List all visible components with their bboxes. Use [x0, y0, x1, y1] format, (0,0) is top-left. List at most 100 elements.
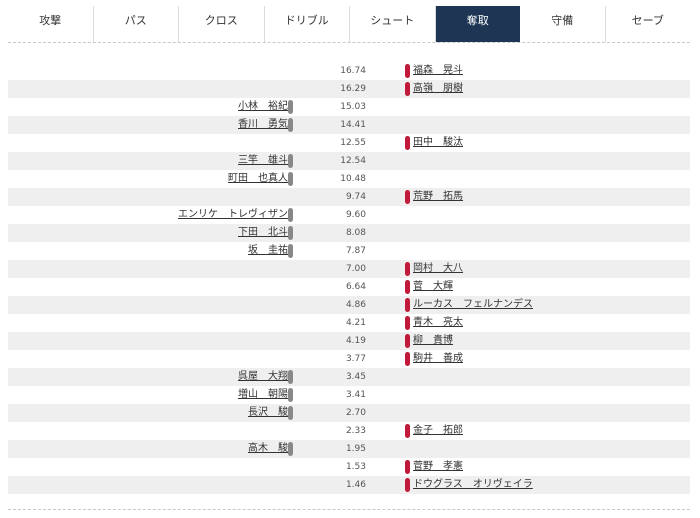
stat-value: 3.41: [345, 390, 366, 400]
player-link-right[interactable]: 駒井 善成: [413, 353, 463, 364]
stat-value: 7.87: [345, 246, 366, 256]
stat-value: 6.64: [345, 282, 366, 292]
team-bar-right: [405, 298, 410, 312]
stat-value: 10.48: [340, 174, 366, 184]
team-bar-left: [288, 226, 293, 240]
player-link-left[interactable]: 増山 朝陽: [238, 389, 288, 400]
table-row: 16.74 福森 晃斗: [8, 62, 690, 80]
stat-value: 1.53: [345, 462, 366, 472]
table-row: 12.55 田中 駿汰: [8, 134, 690, 152]
stat-value: 12.54: [340, 156, 366, 166]
team-bar-right: [405, 262, 410, 276]
player-link-right[interactable]: 青木 亮太: [413, 317, 463, 328]
table-row: 6.64 菅 大輝: [8, 278, 690, 296]
player-link-right[interactable]: 柳 貴博: [413, 335, 453, 346]
team-bar-right: [405, 280, 410, 294]
tab-shoot[interactable]: シュート: [350, 6, 436, 42]
player-link-left[interactable]: 下田 北斗: [238, 227, 288, 238]
stat-value: 15.03: [340, 102, 366, 112]
stat-value: 1.95: [345, 444, 366, 454]
stat-value: 14.41: [340, 120, 366, 130]
table-row: 9.60 エンリケ トレヴィザン: [8, 206, 690, 224]
player-link-right[interactable]: 高嶺 朋樹: [413, 83, 463, 94]
table-row: 8.08 下田 北斗: [8, 224, 690, 242]
tab-save[interactable]: セーブ: [605, 6, 690, 42]
player-link-left[interactable]: 高木 駿: [248, 443, 288, 454]
team-bar-left: [288, 100, 293, 114]
stat-value: 3.77: [345, 354, 366, 364]
bottom-divider: [8, 509, 690, 510]
table-row: 3.45 呉屋 大翔: [8, 368, 690, 386]
tab-cross[interactable]: クロス: [179, 6, 265, 42]
player-link-right[interactable]: 福森 晃斗: [413, 65, 463, 76]
team-bar-right: [405, 424, 410, 438]
tab-pass[interactable]: パス: [93, 6, 179, 42]
player-link-right[interactable]: ドウグラス オリヴェイラ: [413, 479, 533, 490]
table-row: 7.87 坂 圭祐: [8, 242, 690, 260]
table-row: 15.03 小林 裕紀: [8, 98, 690, 116]
tab-defense[interactable]: 守備: [520, 6, 606, 42]
player-link-right[interactable]: 菅 大輝: [413, 281, 453, 292]
player-link-right[interactable]: 岡村 大八: [413, 263, 463, 274]
player-link-left[interactable]: 長沢 駿: [248, 407, 288, 418]
team-bar-left: [288, 442, 293, 456]
table-row: 14.41 香川 勇気: [8, 116, 690, 134]
team-bar-left: [288, 406, 293, 420]
player-link-left[interactable]: 小林 裕紀: [238, 101, 288, 112]
team-bar-left: [288, 244, 293, 258]
table-row: 1.46 ドウグラス オリヴェイラ: [8, 476, 690, 494]
team-bar-left: [288, 388, 293, 402]
player-link-right[interactable]: 荒野 拓馬: [413, 191, 463, 202]
team-bar-right: [405, 334, 410, 348]
team-bar-right: [405, 460, 410, 474]
stat-value: 9.74: [345, 192, 366, 202]
stat-value: 12.55: [340, 138, 366, 148]
team-bar-right: [405, 82, 410, 96]
player-link-right[interactable]: 金子 拓郎: [413, 425, 463, 436]
stat-value: 16.29: [340, 84, 366, 94]
stat-value: 2.33: [345, 426, 366, 436]
player-link-left[interactable]: 町田 也真人: [228, 173, 288, 184]
stat-value: 4.21: [345, 318, 366, 328]
team-bar-right: [405, 190, 410, 204]
stat-tabs: 攻撃 パス クロス ドリブル シュート 奪取 守備 セーブ: [8, 6, 690, 42]
stat-value: 1.46: [345, 480, 366, 490]
player-link-left[interactable]: 呉屋 大翔: [238, 371, 288, 382]
player-link-right[interactable]: 菅野 孝憲: [413, 461, 463, 472]
player-link-right[interactable]: ルーカス フェルナンデス: [413, 299, 533, 310]
tab-dribble[interactable]: ドリブル: [264, 6, 350, 42]
team-bar-right: [405, 64, 410, 78]
table-row: 1.53 菅野 孝憲: [8, 458, 690, 476]
player-link-left[interactable]: エンリケ トレヴィザン: [178, 209, 288, 220]
team-bar-right: [405, 352, 410, 366]
table-row: 4.86 ルーカス フェルナンデス: [8, 296, 690, 314]
stat-value: 7.00: [345, 264, 366, 274]
table-row: 9.74 荒野 拓馬: [8, 188, 690, 206]
table-row: 16.29 高嶺 朋樹: [8, 80, 690, 98]
tab-attack[interactable]: 攻撃: [8, 6, 94, 42]
table-row: 4.21 青木 亮太: [8, 314, 690, 332]
tab-steal[interactable]: 奪取: [435, 6, 520, 42]
stat-value: 8.08: [345, 228, 366, 238]
player-link-left[interactable]: 三竿 雄斗: [238, 155, 288, 166]
team-bar-left: [288, 154, 293, 168]
player-link-left[interactable]: 坂 圭祐: [248, 245, 288, 256]
team-bar-right: [405, 136, 410, 150]
stat-value: 9.60: [345, 210, 366, 220]
player-link-left[interactable]: 香川 勇気: [238, 119, 288, 130]
team-bar-right: [405, 478, 410, 492]
table-row: 3.77 駒井 善成: [8, 350, 690, 368]
team-bar-left: [288, 370, 293, 384]
table-row: 2.33 金子 拓郎: [8, 422, 690, 440]
player-link-right[interactable]: 田中 駿汰: [413, 137, 463, 148]
team-bar-left: [288, 208, 293, 222]
stat-value: 4.19: [345, 336, 366, 346]
table-row: 4.19 柳 貴博: [8, 332, 690, 350]
stat-value: 16.74: [340, 66, 366, 76]
team-bar-left: [288, 172, 293, 186]
tabs-divider: [8, 42, 690, 43]
table-row: 10.48 町田 也真人: [8, 170, 690, 188]
table-row: 12.54 三竿 雄斗: [8, 152, 690, 170]
stat-value: 2.70: [345, 408, 366, 418]
table-row: 1.95 高木 駿: [8, 440, 690, 458]
